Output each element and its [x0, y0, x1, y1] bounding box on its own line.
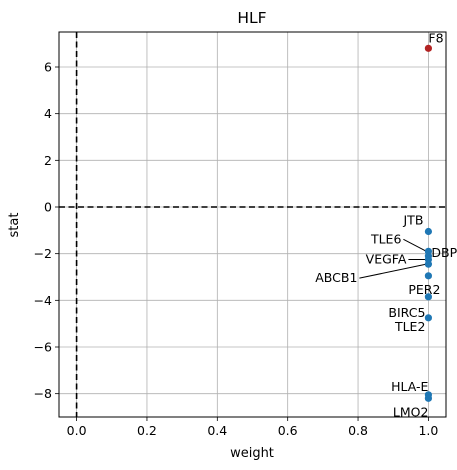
scatter-point: [424, 314, 433, 322]
point-label: VEGFA: [366, 252, 407, 267]
x-tick-label: 0.2: [137, 423, 157, 438]
y-tick-label: 4: [44, 106, 52, 121]
x-tick-label: 0.8: [348, 423, 368, 438]
scatter-point: [424, 394, 433, 402]
x-axis-label: weight: [230, 446, 274, 461]
point-label: HLA-E: [391, 379, 428, 394]
point-label: BIRC5: [388, 305, 425, 320]
scatter-point: [424, 260, 433, 268]
point-label: TLE2: [394, 319, 425, 334]
point-label: TLE6: [370, 231, 401, 246]
y-tick-label: −8: [34, 386, 52, 401]
y-tick-label: −4: [34, 293, 52, 308]
y-axis-label: stat: [7, 213, 22, 238]
points-layer: [424, 44, 433, 402]
point-label: ABCB1: [315, 270, 357, 285]
label-connector: [403, 238, 427, 252]
scatter-point: [424, 44, 433, 52]
point-label: JTB: [403, 213, 424, 228]
x-tick-label: 0.6: [278, 423, 298, 438]
point-label: LMO2: [393, 404, 429, 419]
plot-frame: [58, 31, 447, 418]
y-tick-label: −6: [34, 340, 52, 355]
scatter-point: [424, 272, 433, 280]
point-label: F8: [428, 30, 443, 45]
x-tick-label: 1.0: [418, 423, 438, 438]
x-tick-label: 0.0: [67, 423, 87, 438]
y-ticks-layer: −8 −6 −4 −2 0 2 4 6: [34, 60, 59, 401]
y-tick-label: 2: [44, 153, 52, 168]
y-tick-label: −2: [34, 246, 52, 261]
reference-lines-layer: [59, 32, 446, 417]
point-label: PER2: [408, 282, 440, 297]
x-ticks-layer: 0.0 0.2 0.4 0.6 0.8 1.0: [67, 417, 438, 438]
y-tick-label: 6: [44, 60, 52, 75]
label-connectors-layer: [359, 238, 427, 279]
scatter-point: [424, 227, 433, 236]
y-tick-label: 0: [44, 200, 52, 215]
label-connector: [359, 263, 427, 279]
point-label: DBP: [431, 245, 457, 260]
scatter-point: [424, 293, 433, 301]
chart-title: HLF: [237, 9, 266, 27]
x-tick-label: 0.4: [207, 423, 227, 438]
